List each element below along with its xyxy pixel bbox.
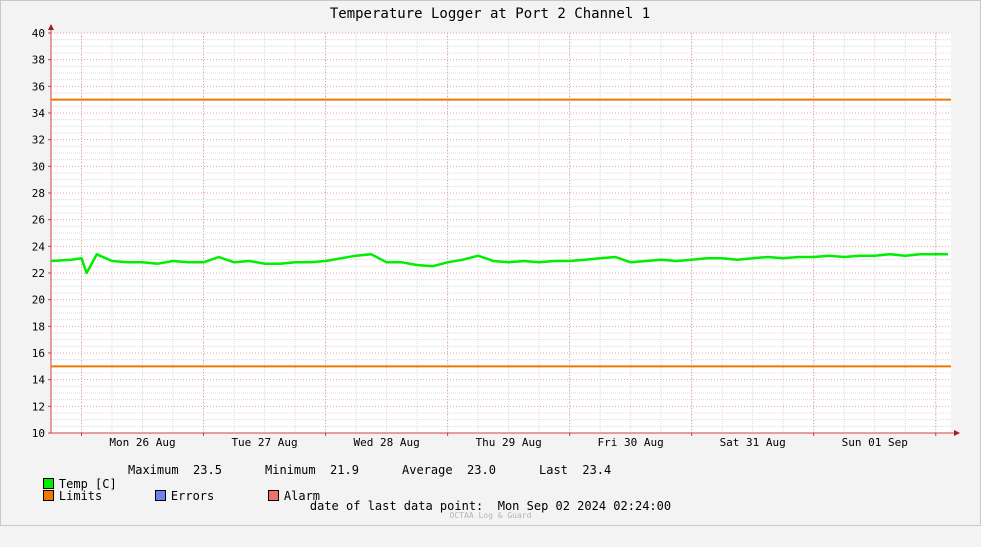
y-tick-label: 36: [32, 80, 45, 93]
y-axis-arrow-icon: [48, 24, 54, 30]
legend-row-temp: Temp [C] Maximum 23.5 Minimum 21.9 Avera…: [14, 463, 611, 491]
legend-min: Minimum 21.9: [265, 463, 359, 477]
legend-errors-label: Errors: [170, 489, 215, 503]
avg-label: Average: [402, 463, 453, 477]
x-axis-arrow-icon: [954, 430, 960, 436]
y-tick-label: 32: [32, 134, 45, 147]
legend-limits: Limits: [14, 475, 102, 517]
y-tick-label: 28: [32, 187, 45, 200]
x-tick-label: Sat 31 Aug: [720, 436, 786, 449]
temp-series-line: [50, 253, 948, 275]
max-value: 23.5: [193, 463, 222, 477]
x-tick-label: Tue 27 Aug: [231, 436, 297, 449]
y-tick-label: 14: [32, 374, 46, 387]
legend-limits-label: Limits: [58, 489, 103, 503]
x-tick-label: Mon 26 Aug: [109, 436, 175, 449]
x-tick-label: Wed 28 Aug: [353, 436, 419, 449]
legend-row-status: Limits Errors Alarm: [14, 475, 320, 503]
legend-last: Last 23.4: [539, 463, 611, 477]
legend-alarm: Alarm: [239, 475, 320, 517]
temp-swatch-icon: [42, 478, 54, 489]
y-tick-label: 18: [32, 320, 45, 333]
x-tick-label: Sun 01 Sep: [842, 436, 908, 449]
temperature-chart: 10 12 14 16 18 20 22 24 26 28 30 32 34 36 38 40 Mon 26 A…: [32, 6, 960, 449]
last-label: Last: [539, 463, 568, 477]
legend-avg: Average 23.0: [402, 463, 496, 477]
min-value: 21.9: [330, 463, 359, 477]
y-tick-label: 40: [32, 27, 45, 40]
legend-temp-label: Temp [C]: [58, 477, 117, 491]
credit-text: OCTAA Log & Guard: [449, 511, 532, 520]
legend-errors: Errors: [126, 475, 214, 517]
limits-swatch-icon: [42, 490, 54, 501]
y-tick-label: 24: [32, 240, 46, 253]
y-tick-label: 34: [32, 107, 46, 120]
last-data-point-text: date of last data point: Mon Sep 02 2024…: [309, 499, 672, 513]
chart-title: Temperature Logger at Port 2 Channel 1: [330, 6, 650, 22]
y-tick-label: 20: [32, 294, 45, 307]
y-tick-label: 10: [32, 427, 45, 440]
errors-swatch-icon: [154, 490, 166, 501]
avg-value: 23.0: [467, 463, 496, 477]
y-tick-label: 30: [32, 160, 45, 173]
min-label: Minimum: [265, 463, 316, 477]
y-tick-label: 16: [32, 347, 45, 360]
legend-max: Maximum 23.5: [128, 463, 222, 477]
max-label: Maximum: [128, 463, 179, 477]
y-tick-label: 26: [32, 214, 45, 227]
x-tick-label: Thu 29 Aug: [476, 436, 542, 449]
y-tick-label: 22: [32, 267, 45, 280]
alarm-swatch-icon: [267, 490, 279, 501]
y-tick-label: 38: [32, 54, 45, 67]
x-tick-label: Fri 30 Aug: [598, 436, 664, 449]
last-value: 23.4: [582, 463, 612, 477]
legend-alarm-label: Alarm: [283, 489, 321, 503]
y-tick-label: 12: [32, 400, 45, 413]
legend-temp: Temp [C]: [14, 463, 117, 505]
